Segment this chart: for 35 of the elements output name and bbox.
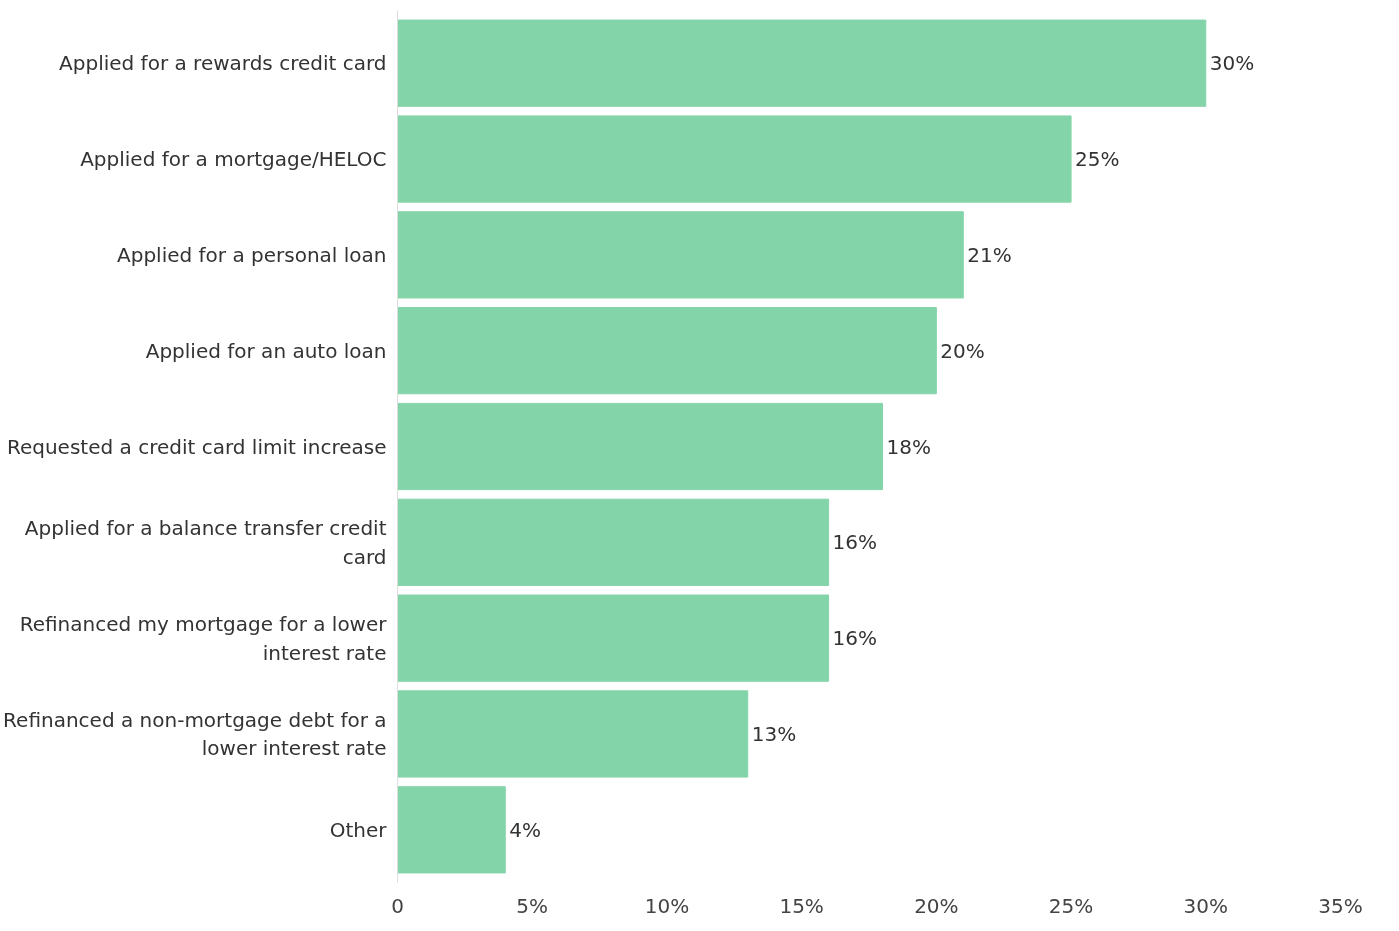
y-tick-label: Refinanced a non-mortgage debt for a lower interest rate (3, 707, 387, 761)
data-label: 21% (967, 242, 1012, 267)
y-tick-label: Refinanced my mortgage for a lower interest rate (19, 611, 388, 665)
y-tick-label: Requested a credit card limit increase (6, 434, 387, 459)
data-label: 16% (832, 626, 878, 651)
x-tick-label: 20% (914, 893, 959, 918)
data-label: 4% (509, 817, 542, 842)
bar (397, 115, 1072, 203)
y-tick-label: Applied for a balance transfer credit card (24, 515, 387, 569)
data-label: 16% (832, 530, 878, 555)
data-label: 18% (886, 434, 931, 459)
x-tick-label: 30% (1183, 893, 1229, 918)
y-tick-label: Applied for a mortgage/HELOC (80, 147, 387, 172)
x-tick-label: 10% (644, 893, 690, 918)
x-tick-label: 15% (779, 893, 824, 918)
y-tick-label: Other (329, 817, 388, 842)
data-label: 30% (1209, 51, 1255, 76)
x-tick-label: 5% (516, 893, 549, 918)
data-label: 20% (940, 338, 985, 363)
y-tick-label: Applied for a rewards credit card (59, 51, 387, 76)
bar (397, 19, 1207, 107)
bar (397, 307, 937, 395)
data-label: 13% (751, 721, 797, 746)
bar (397, 690, 749, 778)
y-tick-label: Applied for an auto loan (145, 338, 387, 363)
x-tick-label: 35% (1318, 893, 1363, 918)
x-tick-label: 0 (391, 893, 404, 918)
bar (397, 786, 506, 874)
data-label: 25% (1075, 147, 1120, 172)
bar (397, 498, 830, 586)
y-tick-label: Applied for a personal loan (117, 242, 387, 267)
bar (397, 594, 830, 682)
bar (397, 402, 883, 491)
bar (397, 211, 964, 299)
x-tick-label: 25% (1048, 893, 1094, 918)
